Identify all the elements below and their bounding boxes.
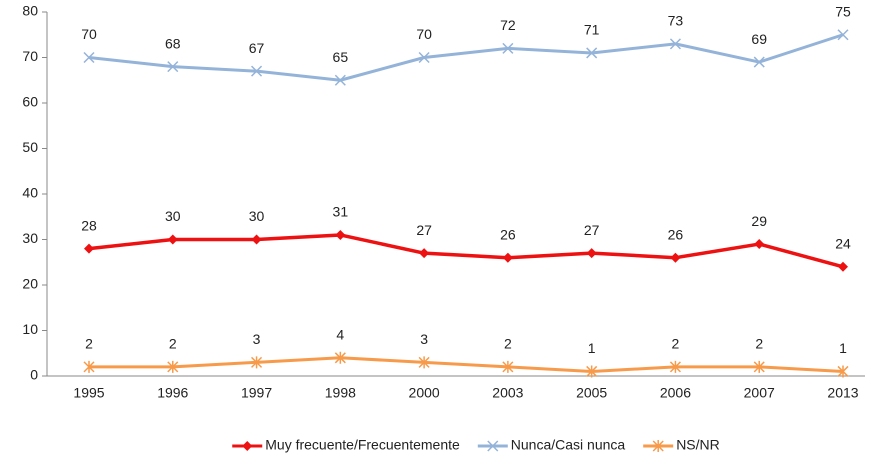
data-label: 30 <box>165 208 181 224</box>
y-tick-label: 60 <box>22 94 38 110</box>
y-tick-label: 10 <box>22 321 38 337</box>
data-label: 30 <box>249 208 265 224</box>
data-label: 3 <box>420 331 428 347</box>
data-label: 27 <box>584 222 600 238</box>
data-label: 1 <box>839 340 847 356</box>
legend-marker <box>652 440 664 452</box>
legend-marker <box>487 440 499 452</box>
y-tick-label: 30 <box>22 230 38 246</box>
data-label: 69 <box>751 31 767 47</box>
point <box>753 360 765 373</box>
point <box>418 356 430 369</box>
data-label: 70 <box>416 26 432 42</box>
legend-marker <box>242 441 253 451</box>
point <box>83 51 95 64</box>
data-label: 26 <box>668 226 684 242</box>
point <box>83 360 95 373</box>
legend-label: Nunca/Casi nunca <box>511 437 626 453</box>
data-label: 31 <box>333 204 349 220</box>
data-label: 1 <box>588 340 596 356</box>
x-tick-label: 2003 <box>492 385 523 401</box>
point <box>251 356 263 369</box>
x-tick-label: 2007 <box>744 385 775 401</box>
point <box>167 360 179 373</box>
point <box>334 74 346 86</box>
data-label: 65 <box>333 49 349 65</box>
x-tick-label: 1997 <box>241 385 272 401</box>
legend-label: NS/NR <box>676 437 720 453</box>
point <box>669 360 681 373</box>
point <box>335 229 346 240</box>
data-label: 26 <box>500 226 516 242</box>
x-tick-label: 2000 <box>409 385 440 401</box>
data-label: 67 <box>249 40 265 56</box>
series-line <box>88 233 844 269</box>
point <box>502 42 514 54</box>
x-tick-label: 1996 <box>157 385 188 401</box>
series-line <box>88 33 844 82</box>
point <box>586 248 597 259</box>
data-label: 29 <box>751 213 767 229</box>
point <box>753 56 765 68</box>
point <box>837 365 849 378</box>
point <box>167 234 178 245</box>
point <box>334 351 346 364</box>
point <box>419 248 430 259</box>
data-label: 3 <box>253 331 261 347</box>
point <box>251 234 262 245</box>
y-tick-label: 70 <box>22 48 38 64</box>
x-tick-label: 2013 <box>827 385 858 401</box>
point <box>670 252 681 263</box>
point <box>669 38 681 50</box>
x-tick-label: 2006 <box>660 385 691 401</box>
data-label: 70 <box>81 26 97 42</box>
series-line <box>89 356 844 373</box>
data-label: 27 <box>416 222 432 238</box>
point <box>167 61 179 73</box>
data-label: 75 <box>835 3 851 19</box>
point <box>84 243 94 254</box>
legend-label: Muy frecuente/Frecuentemente <box>265 437 460 453</box>
point <box>754 239 765 250</box>
data-label: 2 <box>755 336 763 352</box>
data-label: 71 <box>584 22 600 38</box>
point <box>838 261 848 272</box>
point <box>837 29 849 41</box>
legend: Muy frecuente/Frecuentemente Nunca/Casi n… <box>232 437 720 453</box>
data-label: 2 <box>169 336 177 352</box>
data-label: 2 <box>672 336 680 352</box>
y-tick-label: 20 <box>22 276 38 292</box>
point <box>586 47 598 59</box>
data-label: 2 <box>85 336 93 352</box>
data-label: 73 <box>668 13 684 29</box>
data-label: 28 <box>81 217 97 233</box>
y-tick-label: 0 <box>30 367 38 383</box>
point <box>586 365 598 378</box>
y-tick-label: 50 <box>22 139 38 155</box>
data-label: 24 <box>835 236 851 252</box>
point <box>418 51 430 64</box>
x-tick-label: 2005 <box>576 385 607 401</box>
data-label: 68 <box>165 35 181 51</box>
data-label: 2 <box>504 336 512 352</box>
y-tick-label: 40 <box>22 185 38 201</box>
point <box>502 360 514 373</box>
point <box>251 65 263 77</box>
point <box>502 252 513 263</box>
x-tick-label: 1995 <box>73 385 104 401</box>
y-tick-label: 80 <box>22 3 38 19</box>
x-tick-label: 1998 <box>325 385 356 401</box>
data-label: 4 <box>336 327 344 343</box>
data-label: 72 <box>500 17 516 33</box>
